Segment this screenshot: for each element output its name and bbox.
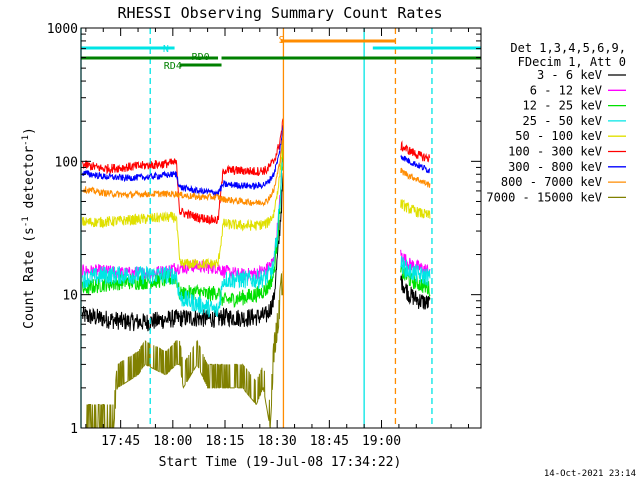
x-axis-label: Start Time (19-Jul-08 17:34:22) [159, 455, 402, 470]
y-tick-label-3: 1000 [47, 22, 78, 37]
flag-label-RD4: RD4 [164, 61, 182, 72]
x-tick-label-4: 18:45 [310, 434, 349, 449]
x-axis: 17:45 18:00 18:15 18:30 18:45 19:00 [85, 28, 469, 449]
chart-title: RHESSI Observing Summary Count Rates [117, 4, 442, 22]
y-tick-label-2: 100 [55, 155, 78, 170]
y-axis-label-end: ) [22, 127, 37, 135]
legend-title-0: Det 1,3,4,5,6,9, [510, 41, 626, 55]
series-line-0-b [400, 274, 431, 310]
series-line-3-b [400, 256, 431, 286]
series-line-6-b [400, 154, 431, 174]
x-tick-label-0: 17:45 [101, 434, 140, 449]
y-axis-label-sup1: -1 [21, 216, 31, 227]
series-line-4 [81, 136, 284, 270]
y-axis-label-sup2: -1 [21, 135, 31, 146]
legend-label-0: 3 - 6 keV [537, 68, 602, 82]
y-tick-label-0: 1 [70, 422, 78, 437]
y-axis-label-main: Count Rate (s [22, 227, 37, 329]
legend-label-2: 12 - 25 keV [523, 99, 602, 113]
legend-label-7: 800 - 7000 keV [501, 175, 602, 189]
legend-label-5: 100 - 300 keV [508, 145, 602, 159]
series-line-8 [82, 271, 284, 428]
timestamp: 14-Oct-2021 23:14 [544, 469, 636, 479]
plot-frame [80, 27, 482, 429]
flag-label-RD0: RD0 [192, 52, 210, 63]
x-tick-label-5: 19:00 [362, 434, 401, 449]
series-line-0 [81, 172, 284, 332]
x-tick-label-3: 18:30 [258, 434, 297, 449]
legend-label-4: 50 - 100 keV [515, 129, 602, 143]
x-tick-label-2: 18:15 [205, 434, 244, 449]
series-line-4-b [400, 198, 431, 219]
legend-label-3: 25 - 50 keV [523, 114, 602, 128]
series-line-5-b [400, 140, 431, 163]
legend-label-8: 7000 - 15000 keV [486, 190, 602, 204]
flag-label-N: N [163, 44, 169, 55]
y-axis: 1 10 100 1000 [47, 22, 481, 437]
flag-label-S: S [279, 35, 285, 46]
legend-label-6: 300 - 800 keV [508, 160, 602, 174]
series-line-5 [81, 118, 284, 226]
x-tick-label-1: 18:00 [153, 434, 192, 449]
series-line-3 [81, 158, 284, 318]
legend: Det 1,3,4,5,6,9,FDecim 1, Att 03 - 6 keV… [486, 41, 626, 204]
y-axis-label: Count Rate (s-1 detector-1) [21, 127, 37, 329]
flag-layer: N S RD0 RD4 [81, 35, 481, 72]
series-line-7-b [400, 167, 431, 188]
y-axis-label-mid: detector [22, 146, 37, 217]
legend-label-1: 6 - 12 keV [530, 83, 602, 97]
y-tick-label-1: 10 [62, 289, 78, 304]
series-layer [81, 118, 431, 428]
plot-clip-group [81, 118, 431, 428]
legend-title-1: FDecim 1, Att 0 [518, 55, 626, 69]
series-line-7 [81, 130, 284, 207]
series-line-6 [81, 125, 284, 196]
